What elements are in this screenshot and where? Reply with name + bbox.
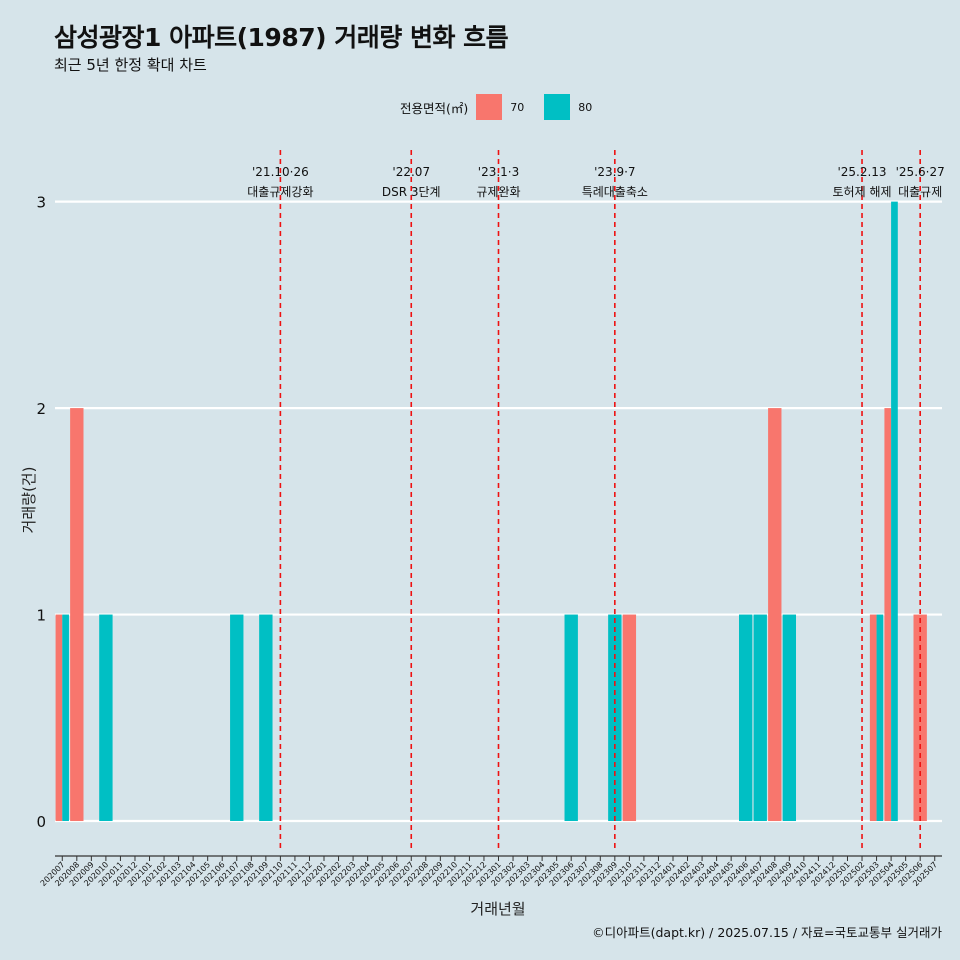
policy-date: '23.9·7	[594, 165, 635, 179]
legend-title: 전용면적(㎡)	[400, 100, 469, 116]
legend-label-80: 80	[578, 100, 593, 114]
bar-80-202107	[230, 614, 244, 822]
y-tick-label: 3	[36, 194, 46, 212]
y-tick-label: 1	[36, 607, 46, 625]
policy-date: '25.6·27	[896, 165, 945, 179]
chart-title: 삼성광장1 아파트(1987) 거래량 변화 흐름	[54, 23, 509, 52]
policy-label: 토허제 해제	[833, 185, 892, 199]
bars	[55, 201, 927, 822]
policy-date: '25.2.13	[837, 165, 886, 179]
bar-70-202504	[884, 408, 892, 822]
bar-80-202504	[891, 201, 898, 822]
bar-80-202109	[259, 614, 273, 822]
chart-subtitle: 최근 5년 한정 확대 차트	[54, 56, 207, 74]
legend-label-70: 70	[510, 100, 525, 114]
y-tick-label: 0	[36, 813, 46, 831]
policy-lines	[279, 150, 921, 852]
bar-80-202010	[99, 614, 113, 822]
bar-80-202406	[739, 614, 753, 822]
policy-label: 규제완화	[476, 185, 520, 199]
legend: 전용면적(㎡) 70 80	[400, 94, 612, 120]
bar-80-202503	[876, 614, 884, 822]
legend-key-80	[544, 94, 571, 120]
policy-label: 대출규제강화	[247, 185, 313, 199]
y-axis-title: 거래량(건)	[20, 467, 38, 534]
bar-80-202407	[753, 614, 767, 822]
policy-label: DSR 3단계	[382, 185, 441, 199]
bar-70-202008	[70, 408, 84, 822]
bar-70-202310	[622, 614, 637, 822]
policy-label: 대출규제	[898, 185, 942, 199]
x-axis-title: 거래년월	[470, 900, 525, 918]
y-axis: 0 1 2 3	[36, 194, 46, 831]
policy-date: '23.1·3	[478, 165, 519, 179]
policy-date: '22.07	[392, 165, 430, 179]
source-caption: ©디아파트(dapt.kr) / 2025.07.15 / 자료=국토교통부 실…	[592, 925, 942, 940]
legend-key-70	[476, 94, 503, 120]
policy-label: 특례대출축소	[582, 185, 648, 199]
bar-70-202007	[55, 614, 63, 822]
bar-70-202503	[869, 614, 877, 822]
policy-annotations: '21.10·26 대출규제강화 '22.07 DSR 3단계 '23.1·3 규제완화 '…	[247, 165, 944, 199]
y-tick-label: 2	[36, 400, 46, 418]
bar-70-202408	[768, 408, 782, 822]
bar-80-202007	[62, 614, 69, 822]
x-axis: 2020072020082020092020102020112020122021…	[39, 855, 942, 888]
bar-80-202306	[564, 614, 578, 822]
policy-date: '21.10·26	[252, 165, 309, 179]
bar-80-202409	[782, 614, 797, 822]
